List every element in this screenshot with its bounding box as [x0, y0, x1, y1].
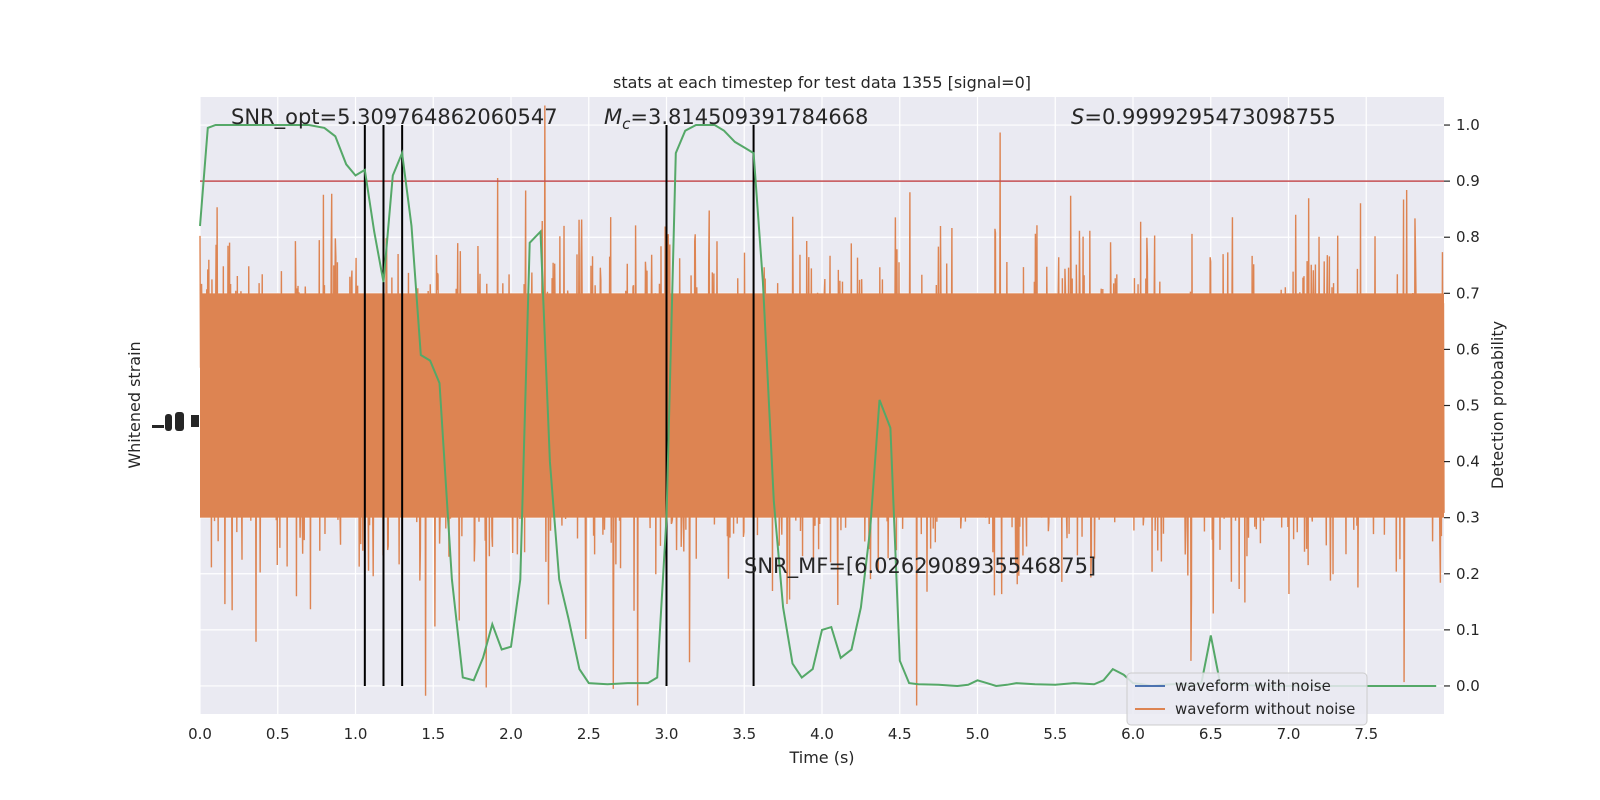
y-tick-label: 0.0 [1456, 677, 1480, 695]
s-value: =0.9999295473098755 [1084, 105, 1335, 129]
x-tick-label: 1.0 [344, 725, 368, 743]
x-tick-label: 6.0 [1121, 725, 1145, 743]
legend-label-with-noise: waveform with noise [1175, 677, 1331, 695]
x-tick-label: 5.0 [966, 725, 990, 743]
x-tick-label: 0.5 [266, 725, 290, 743]
left-tick-blob [152, 425, 164, 428]
snr-opt-annotation: SNR_opt=5.309764862060547 [231, 105, 558, 130]
x-axis-ticks: 0.0 0.5 1.0 1.5 2.0 2.5 3.0 3.5 4.0 4.5 5.0 5.5 6.0 6… [188, 725, 1378, 743]
x-tick-label: 6.5 [1199, 725, 1223, 743]
legend: waveform with noise waveform without noi… [1126, 672, 1368, 726]
s-annotation: S=0.9999295473098755 [1071, 105, 1336, 129]
vertical-markers [363, 125, 755, 686]
left-tick-blob [175, 412, 184, 431]
x-tick-label: 4.5 [888, 725, 912, 743]
y-tick-label: 0.4 [1456, 453, 1480, 471]
detection-probability-line [199, 124, 1437, 688]
x-tick-label: 1.5 [421, 725, 445, 743]
y-tick-label: 0.8 [1456, 228, 1480, 246]
chirp-mass-subscript: c [622, 115, 631, 133]
chart-title: stats at each timestep for test data 135… [613, 73, 1031, 92]
left-tick-blob [191, 415, 199, 427]
chirp-mass-symbol: M [604, 105, 622, 129]
y-tick-label: 0.3 [1456, 509, 1480, 527]
y-tick-label: 0.6 [1456, 340, 1480, 358]
y-tick-label: 0.2 [1456, 565, 1480, 583]
chirp-mass-annotation: Mc=3.814509391784668 [604, 105, 868, 133]
waveform-without-noise-series [199, 105, 1445, 706]
snr-mf-annotation: SNR_MF=[6.0262908935546875] [744, 554, 1096, 579]
left-axis-collapsed-ticks [152, 412, 199, 431]
x-tick-label: 7.0 [1277, 725, 1301, 743]
x-tick-label: 3.5 [732, 725, 756, 743]
x-tick-label: 0.0 [188, 725, 212, 743]
y-tick-label: 0.9 [1456, 172, 1480, 190]
y-right-axis-ticks: 0.0 0.1 0.2 0.3 0.4 0.5 0.6 0.7 0.8 0.9 1.0 [1444, 116, 1480, 695]
y-tick-label: 0.7 [1456, 284, 1480, 302]
x-tick-label: 4.0 [810, 725, 834, 743]
legend-label-without-noise: waveform without noise [1175, 700, 1355, 718]
left-tick-blob [165, 414, 172, 431]
y-tick-label: 0.5 [1456, 397, 1480, 415]
x-tick-label: 2.0 [499, 725, 523, 743]
x-tick-label: 3.0 [655, 725, 679, 743]
y-tick-label: 0.1 [1456, 621, 1480, 639]
x-tick-label: 5.5 [1043, 725, 1067, 743]
y-right-axis-label: Detection probability [1488, 321, 1507, 489]
x-tick-label: 7.5 [1354, 725, 1378, 743]
x-axis-label: Time (s) [788, 748, 854, 767]
s-symbol: S [1071, 105, 1084, 129]
y-left-axis-label: Whitened strain [125, 341, 144, 468]
x-tick-label: 2.5 [577, 725, 601, 743]
waveform-dense-core [200, 293, 1444, 518]
legend-box [1126, 672, 1368, 726]
y-tick-label: 1.0 [1456, 116, 1480, 134]
chirp-mass-value: =3.814509391784668 [630, 105, 868, 129]
